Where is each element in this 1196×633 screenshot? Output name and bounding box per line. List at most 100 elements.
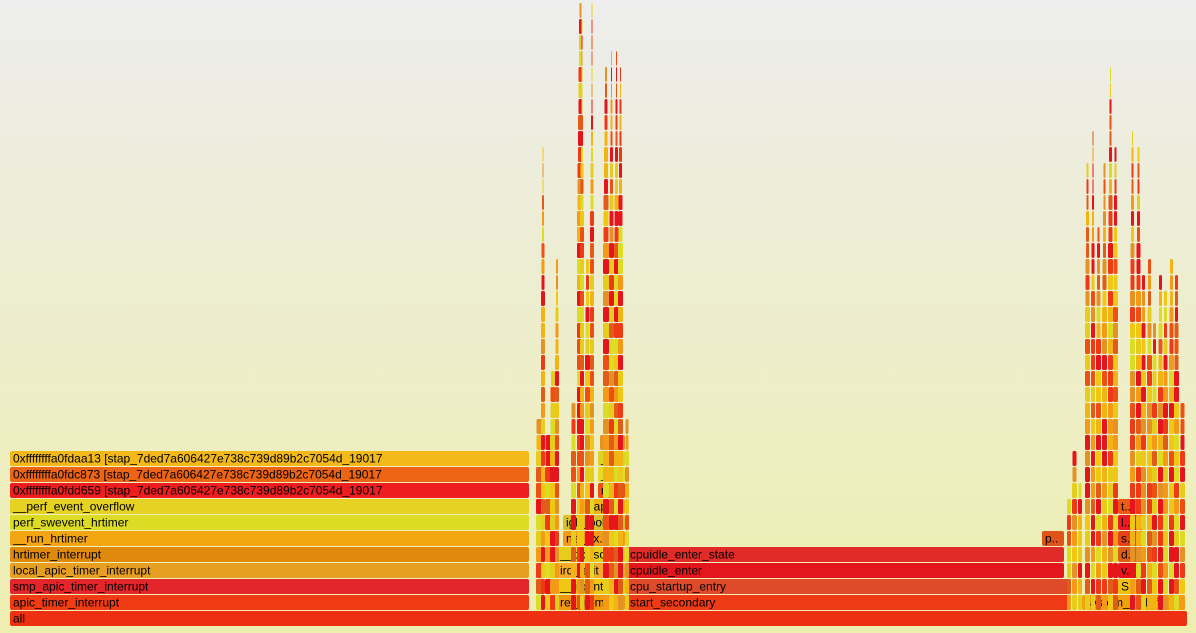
stack-tower[interactable] bbox=[614, 51, 619, 610]
tower-frame bbox=[1102, 483, 1107, 498]
tower-frame bbox=[618, 531, 623, 546]
tower-frame bbox=[1096, 387, 1101, 402]
stack-tower[interactable] bbox=[1130, 131, 1135, 610]
stack-tower[interactable] bbox=[603, 67, 609, 610]
tower-frame bbox=[1108, 515, 1113, 530]
stack-tower[interactable] bbox=[1102, 163, 1107, 610]
tower-frame bbox=[616, 83, 617, 98]
tower-frame bbox=[625, 451, 629, 466]
tower-frame bbox=[1158, 355, 1163, 370]
tower-frame bbox=[1164, 323, 1167, 338]
stack-tower[interactable] bbox=[571, 403, 576, 610]
frame[interactable]: hrtimer_interrupt bbox=[10, 547, 529, 562]
frame[interactable]: start_secondary bbox=[627, 595, 1071, 610]
tower-frame bbox=[586, 275, 589, 290]
stack-tower[interactable] bbox=[1136, 147, 1141, 610]
frame[interactable]: cpuidle_enter_state bbox=[627, 547, 1064, 562]
tower-frame bbox=[1147, 547, 1152, 562]
tower-frame bbox=[581, 131, 583, 146]
tower-frame bbox=[590, 307, 594, 322]
tower-frame bbox=[1102, 467, 1107, 482]
frame[interactable]: cpu_startup_entry bbox=[627, 579, 1071, 594]
tower-frame bbox=[1130, 547, 1135, 562]
stack-tower[interactable] bbox=[555, 259, 559, 610]
tower-frame bbox=[1130, 595, 1135, 610]
tower-frame bbox=[590, 355, 594, 370]
tower-frame bbox=[614, 483, 619, 498]
frame[interactable]: all bbox=[10, 611, 1187, 626]
frame[interactable]: smp_apic_timer_interrupt bbox=[10, 579, 529, 594]
stack-tower[interactable] bbox=[1152, 323, 1157, 610]
tower-frame bbox=[1136, 483, 1141, 498]
stack-tower[interactable] bbox=[625, 419, 629, 610]
tower-frame bbox=[614, 371, 619, 386]
tower-frame bbox=[541, 435, 545, 450]
stack-tower[interactable] bbox=[1085, 163, 1090, 610]
stack-tower[interactable] bbox=[1147, 259, 1152, 610]
tower-frame bbox=[590, 451, 594, 466]
tower-frame bbox=[1175, 291, 1178, 306]
tower-frame bbox=[1091, 259, 1095, 274]
frame[interactable]: __run_hrtimer bbox=[10, 531, 529, 546]
tower-frame bbox=[1108, 227, 1113, 242]
frame[interactable]: local_apic_timer_interrupt bbox=[10, 563, 529, 578]
stack-tower[interactable] bbox=[1163, 291, 1168, 610]
tower-frame bbox=[1086, 195, 1089, 210]
stack-tower[interactable] bbox=[550, 371, 556, 610]
tower-frame bbox=[580, 515, 584, 530]
tower-frame bbox=[618, 435, 623, 450]
tower-frame bbox=[1180, 451, 1185, 466]
stack-tower[interactable] bbox=[1113, 147, 1118, 610]
stack-tower[interactable] bbox=[590, 3, 594, 610]
tower-frame bbox=[1169, 595, 1174, 610]
stack-tower[interactable] bbox=[609, 51, 614, 610]
stack-tower[interactable] bbox=[1108, 67, 1113, 610]
tower-frame bbox=[1136, 419, 1141, 434]
tower-frame bbox=[1102, 355, 1107, 370]
tower-frame bbox=[1180, 515, 1185, 530]
stack-tower[interactable] bbox=[1078, 483, 1082, 610]
tower-frame bbox=[1086, 179, 1089, 194]
stack-tower[interactable] bbox=[1091, 131, 1095, 610]
tower-frame bbox=[610, 163, 613, 178]
stack-tower[interactable] bbox=[1096, 227, 1101, 610]
tower-frame bbox=[1130, 531, 1135, 546]
tower-frame bbox=[1096, 579, 1101, 594]
frame[interactable]: perf_swevent_hrtimer bbox=[10, 515, 529, 530]
frame[interactable]: 0xffffffffa0fdd659 [stap_7ded7a606427e73… bbox=[10, 483, 529, 498]
frame[interactable]: 0xffffffffa0fdaa13 [stap_7ded7a606427e73… bbox=[10, 451, 529, 466]
frame[interactable]: 0xffffffffa0fdc873 [stap_7ded7a606427e73… bbox=[10, 467, 529, 482]
tower-frame bbox=[1137, 227, 1140, 242]
tower-frame bbox=[1130, 403, 1135, 418]
frame[interactable]: cpuidle_enter bbox=[627, 563, 1064, 578]
stack-tower[interactable] bbox=[618, 67, 623, 610]
stack-tower[interactable] bbox=[1141, 275, 1146, 610]
tower-frame bbox=[1147, 323, 1152, 338]
tower-frame bbox=[1091, 467, 1095, 482]
stack-tower[interactable] bbox=[585, 259, 590, 610]
frame[interactable]: apic_timer_interrupt bbox=[10, 595, 529, 610]
tower-frame bbox=[1158, 483, 1163, 498]
tower-frame bbox=[1152, 451, 1157, 466]
tower-frame bbox=[1136, 355, 1141, 370]
tower-frame bbox=[609, 259, 614, 274]
stack-tower[interactable] bbox=[1158, 275, 1163, 610]
tower-frame bbox=[611, 51, 612, 66]
stack-tower[interactable] bbox=[1180, 403, 1185, 610]
tower-frame bbox=[590, 563, 594, 578]
tower-frame bbox=[1108, 499, 1113, 514]
frame[interactable]: __perf_event_overflow bbox=[10, 499, 529, 514]
stack-tower[interactable] bbox=[541, 147, 545, 610]
stack-tower[interactable] bbox=[1067, 499, 1071, 610]
frame[interactable]: p.. bbox=[1042, 531, 1064, 546]
stack-tower[interactable] bbox=[1174, 275, 1179, 610]
stack-tower[interactable] bbox=[1072, 451, 1077, 610]
tower-frame bbox=[585, 323, 590, 338]
tower-frame bbox=[625, 435, 629, 450]
tower-frame bbox=[1152, 371, 1157, 386]
stack-tower[interactable] bbox=[580, 19, 584, 610]
stack-tower[interactable] bbox=[1169, 259, 1174, 610]
tower-frame bbox=[1141, 451, 1146, 466]
tower-frame bbox=[614, 275, 619, 290]
tower-frame bbox=[1085, 451, 1090, 466]
